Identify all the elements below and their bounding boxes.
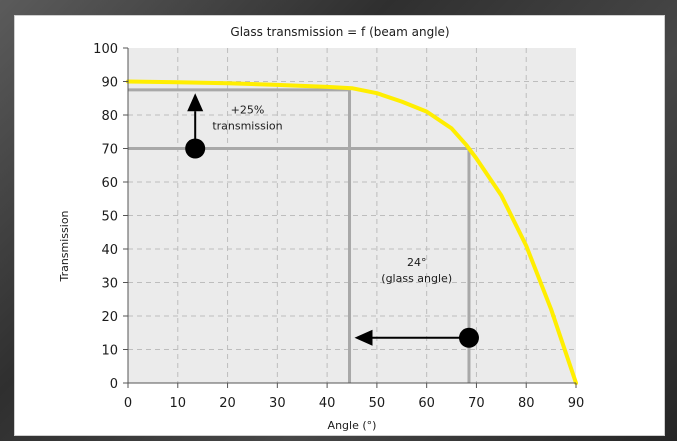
y-tick-label: 90 — [101, 76, 118, 91]
y-tick-label: 50 — [101, 210, 118, 225]
series-layer — [126, 79, 578, 385]
x-tick-label: 20 — [219, 396, 236, 411]
arrow-origin-dot — [458, 327, 479, 348]
axis-layer: 0 10 20 30 40 50 60 70 80 90 0 10 20 30 40 50 60 70 80 90 10… — [93, 42, 584, 411]
x-tick-label: 80 — [518, 396, 535, 411]
x-tick-label: 10 — [170, 396, 187, 411]
y-tick-label: 30 — [101, 277, 118, 292]
y-tick-label: 100 — [93, 42, 118, 57]
x-tick-label: 50 — [369, 396, 386, 411]
annotation-text: 24° — [407, 256, 427, 269]
y-tick-label: 0 — [110, 377, 118, 392]
y-tick-label: 60 — [101, 176, 118, 191]
x-tick-label: 90 — [568, 396, 585, 411]
y-tick-label: 20 — [101, 310, 118, 325]
annotation-layer: +25% transmission 24° (glass angle) — [185, 93, 479, 348]
grid-layer — [128, 48, 576, 383]
annotation-text: (glass angle) — [381, 272, 452, 285]
y-tick-label: 70 — [101, 143, 118, 158]
annotation-text: +25% — [231, 103, 265, 116]
transmission-curve — [126, 79, 578, 385]
x-axis-label: Angle (°) — [328, 419, 377, 432]
chart-title: Glass transmission = f (beam angle) — [230, 25, 449, 39]
y-tick-label: 10 — [101, 344, 118, 359]
annotation-text: transmission — [212, 119, 282, 132]
y-tick-label: 80 — [101, 109, 118, 124]
y-tick-label: 40 — [101, 243, 118, 258]
x-tick-label: 40 — [319, 396, 336, 411]
x-tick-label: 70 — [468, 396, 485, 411]
x-tick-label: 60 — [418, 396, 435, 411]
x-tick-label: 30 — [269, 396, 286, 411]
arrow-head — [187, 93, 204, 112]
x-tick-label: 0 — [124, 396, 132, 411]
arrow-head — [354, 329, 373, 346]
arrow-origin-dot — [185, 138, 206, 159]
y-axis-label: Transmission — [58, 210, 71, 282]
